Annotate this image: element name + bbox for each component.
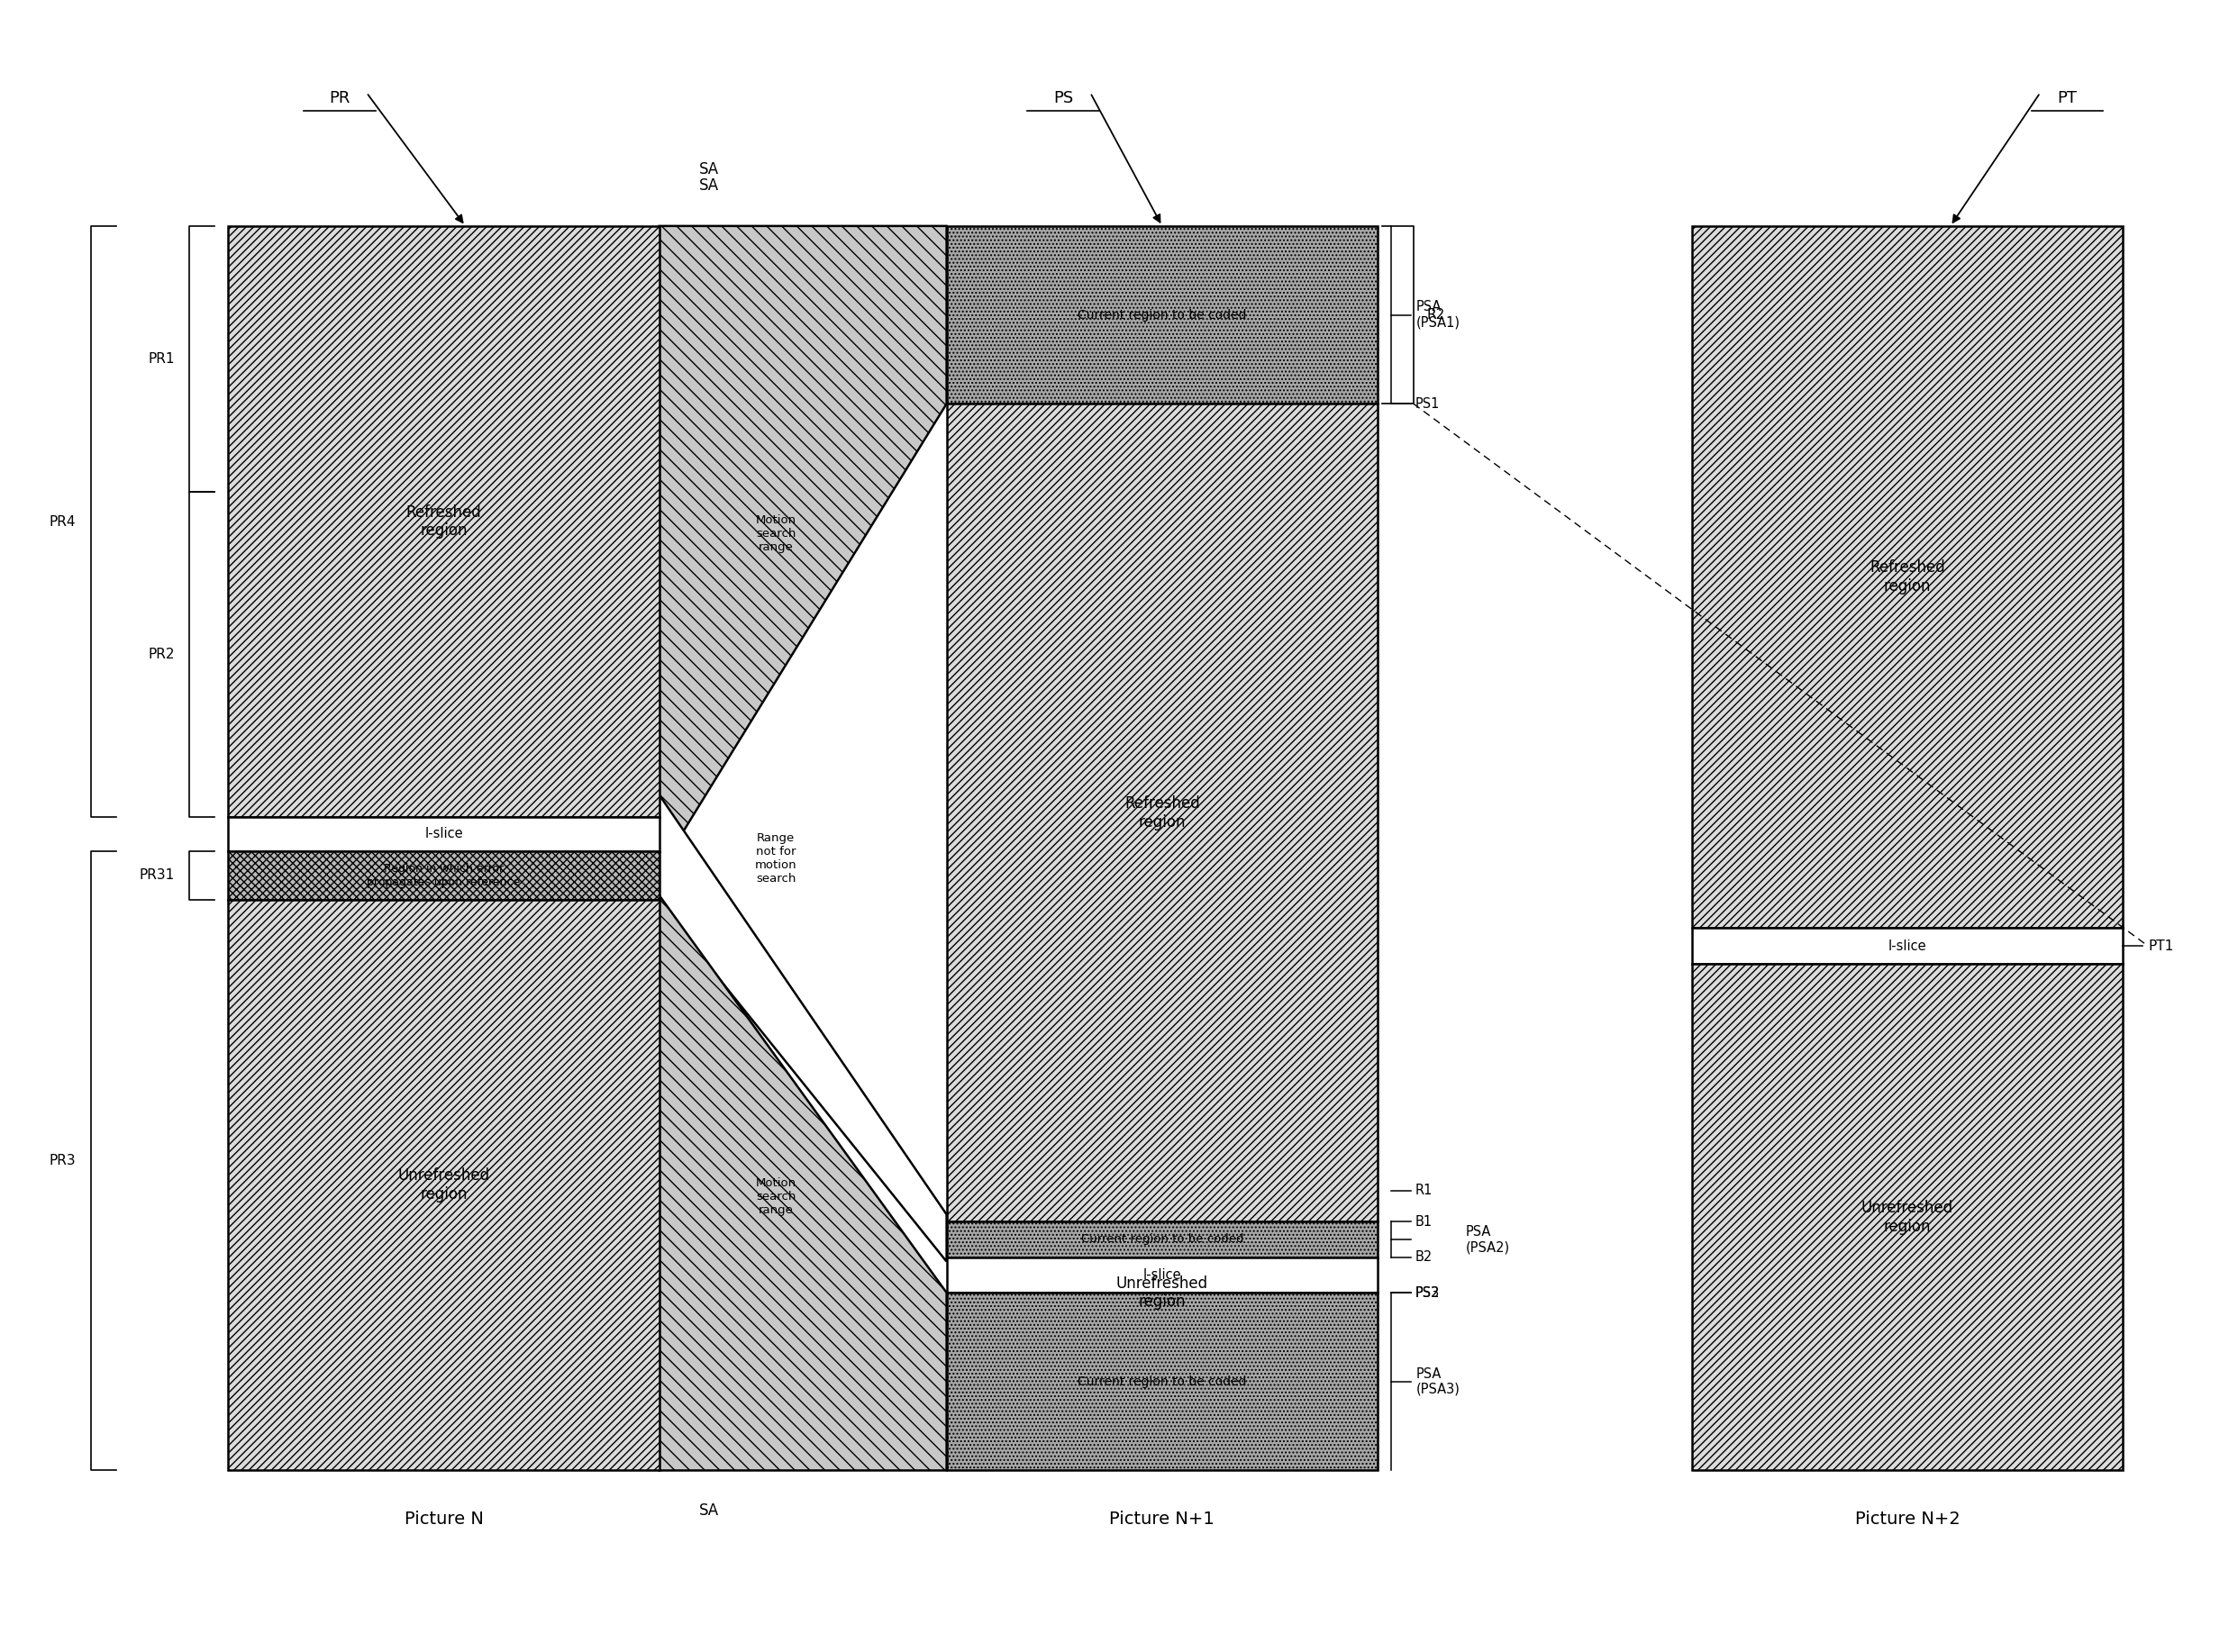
Text: I-slice: I-slice	[1143, 1269, 1181, 1282]
Text: B2: B2	[1416, 1251, 1432, 1264]
Text: PR2: PR2	[149, 648, 175, 661]
Text: PR: PR	[329, 89, 351, 106]
Text: R2: R2	[1427, 309, 1445, 322]
Polygon shape	[659, 895, 946, 1470]
Text: Region in which error
propagates upon reference: Region in which error propagates upon re…	[366, 862, 519, 887]
Bar	[1692, 963, 2122, 1470]
Text: PS1: PS1	[1416, 396, 1441, 410]
Text: SA: SA	[699, 178, 719, 193]
Text: Unrefreshed
region: Unrefreshed region	[1117, 1275, 1208, 1310]
Text: I-slice: I-slice	[424, 828, 464, 841]
Text: PS3: PS3	[1416, 1285, 1441, 1300]
Text: SA: SA	[699, 160, 719, 177]
Bar	[229, 226, 659, 818]
Bar	[229, 851, 659, 900]
Text: PR3: PR3	[49, 1153, 75, 1168]
Text: PS: PS	[1052, 89, 1072, 106]
Text: PR4: PR4	[49, 515, 75, 529]
Text: Range
not for
motion
search: Range not for motion search	[755, 833, 797, 884]
Bar	[946, 226, 1379, 403]
Text: Current region to be coded: Current region to be coded	[1081, 1234, 1243, 1246]
Text: PSA
(PSA3): PSA (PSA3)	[1416, 1366, 1461, 1396]
Bar	[946, 1292, 1379, 1470]
Bar	[1692, 226, 2122, 928]
Text: Motion
search
range: Motion search range	[755, 514, 797, 553]
Text: B1: B1	[1416, 1214, 1432, 1229]
Text: Unrefreshed
region: Unrefreshed region	[397, 1168, 491, 1203]
Bar	[946, 403, 1379, 1221]
Text: Unrefreshed
region: Unrefreshed region	[1860, 1199, 1954, 1234]
Bar	[229, 900, 659, 1470]
Text: Picture N: Picture N	[404, 1512, 484, 1528]
Text: Picture N+2: Picture N+2	[1854, 1512, 1960, 1528]
Bar	[946, 1221, 1379, 1257]
Text: PT1: PT1	[2149, 940, 2173, 953]
Text: Refreshed
region: Refreshed region	[1869, 560, 1945, 595]
Text: SA: SA	[699, 1502, 719, 1518]
Text: Picture N+1: Picture N+1	[1110, 1512, 1214, 1528]
Polygon shape	[659, 226, 946, 871]
Text: Motion
search
range: Motion search range	[755, 1178, 797, 1216]
Text: Refreshed
region: Refreshed region	[406, 504, 482, 539]
Text: PR1: PR1	[149, 352, 175, 365]
Text: Current region to be coded: Current region to be coded	[1077, 1374, 1248, 1388]
Text: I-slice: I-slice	[1889, 940, 1927, 953]
Text: Refreshed
region: Refreshed region	[1123, 795, 1199, 831]
Polygon shape	[659, 795, 946, 1262]
Bar	[229, 818, 659, 851]
Text: Current region to be coded: Current region to be coded	[1077, 309, 1248, 320]
Text: PSA
(PSA2): PSA (PSA2)	[1465, 1224, 1510, 1254]
Text: R1: R1	[1416, 1184, 1432, 1198]
Text: PSA
(PSA1): PSA (PSA1)	[1416, 301, 1461, 329]
Text: PS2: PS2	[1416, 1285, 1441, 1300]
Bar	[946, 1257, 1379, 1292]
Text: PT: PT	[2058, 89, 2078, 106]
Text: PR31: PR31	[140, 869, 175, 882]
Bar	[1692, 928, 2122, 963]
